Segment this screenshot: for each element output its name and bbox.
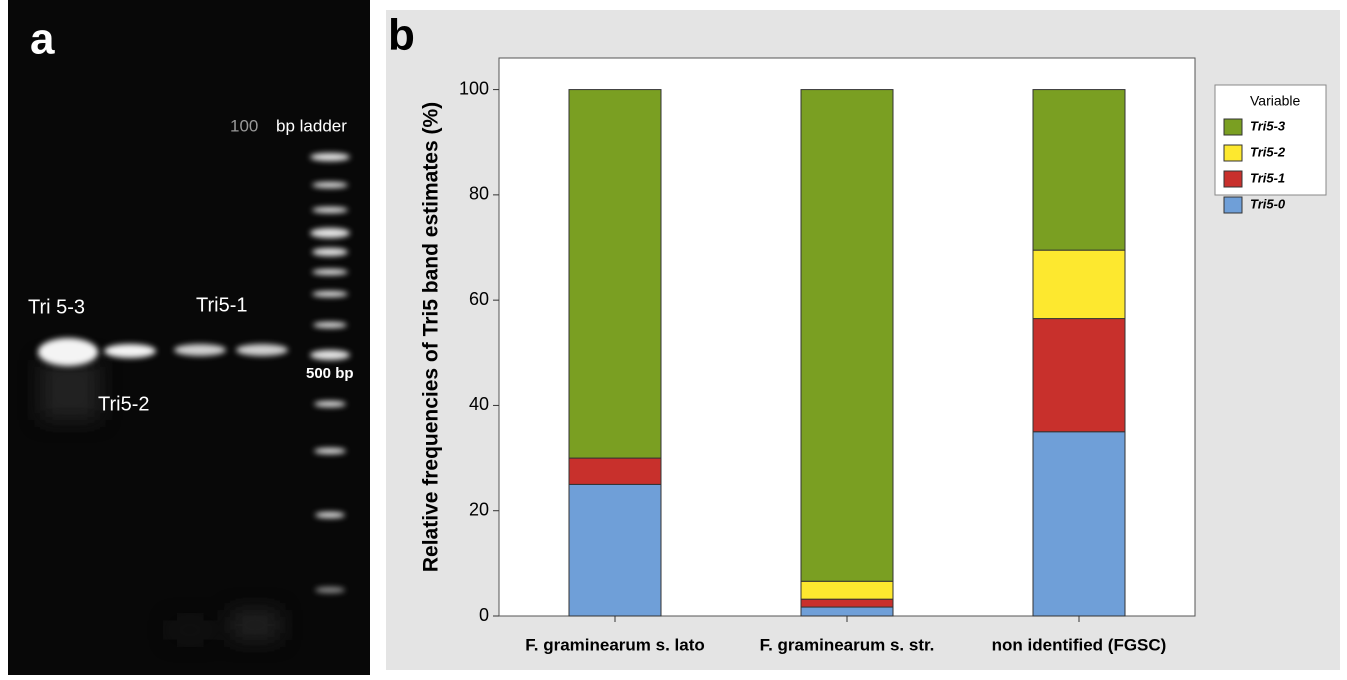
bar-segment <box>801 599 893 607</box>
x-tick-label: F. graminearum s. str. <box>760 635 935 654</box>
ladder-size: 100 <box>230 116 258 135</box>
x-tick-label: non identified (FGSC) <box>992 635 1167 654</box>
panel-label: b <box>388 11 415 60</box>
figure: a 100 bp ladder Tri 5-3 Tri5-2 Tri5-1 50… <box>0 0 1347 675</box>
legend-label: Tri5-0 <box>1250 196 1286 211</box>
legend-swatch <box>1224 119 1242 135</box>
y-axis-label: Relative frequencies of Tri5 band estima… <box>420 102 443 572</box>
lane-label: Tri 5-3 <box>28 296 85 318</box>
legend-label: Tri5-3 <box>1250 118 1286 133</box>
bar-segment <box>801 581 893 599</box>
lane-label: Tri5-1 <box>196 294 247 316</box>
bar-segment <box>1033 319 1125 432</box>
bar-segment <box>569 458 661 484</box>
bar-segment <box>569 90 661 458</box>
y-tick-label: 40 <box>469 394 489 414</box>
gel-background <box>8 0 370 675</box>
chart-panel: b Relative frequencies of Tri5 band esti… <box>386 10 1340 670</box>
marker-label: 500 bp <box>306 365 354 382</box>
legend-swatch <box>1224 197 1242 213</box>
y-tick-label: 100 <box>459 78 489 98</box>
bar-segment <box>1033 250 1125 318</box>
panel-label: a <box>30 15 55 64</box>
legend-swatch <box>1224 145 1242 161</box>
y-tick-label: 0 <box>479 605 489 625</box>
y-tick-label: 20 <box>469 499 489 519</box>
gel-panel: a 100 bp ladder Tri 5-3 Tri5-2 Tri5-1 50… <box>8 0 370 675</box>
bar-segment <box>569 484 661 616</box>
y-tick-label: 60 <box>469 289 489 309</box>
lane-label: Tri5-2 <box>98 393 149 415</box>
legend-label: Tri5-2 <box>1250 144 1286 159</box>
legend-swatch <box>1224 171 1242 187</box>
bar-segment <box>1033 90 1125 251</box>
bar-segment <box>801 90 893 582</box>
legend-label: Tri5-1 <box>1250 170 1285 185</box>
legend-title: Variable <box>1250 93 1301 109</box>
ladder-label: bp ladder <box>276 116 347 135</box>
bar-segment <box>801 607 893 616</box>
y-tick-label: 80 <box>469 184 489 204</box>
x-tick-label: F. graminearum s. lato <box>525 635 705 654</box>
bar-segment <box>1033 432 1125 616</box>
